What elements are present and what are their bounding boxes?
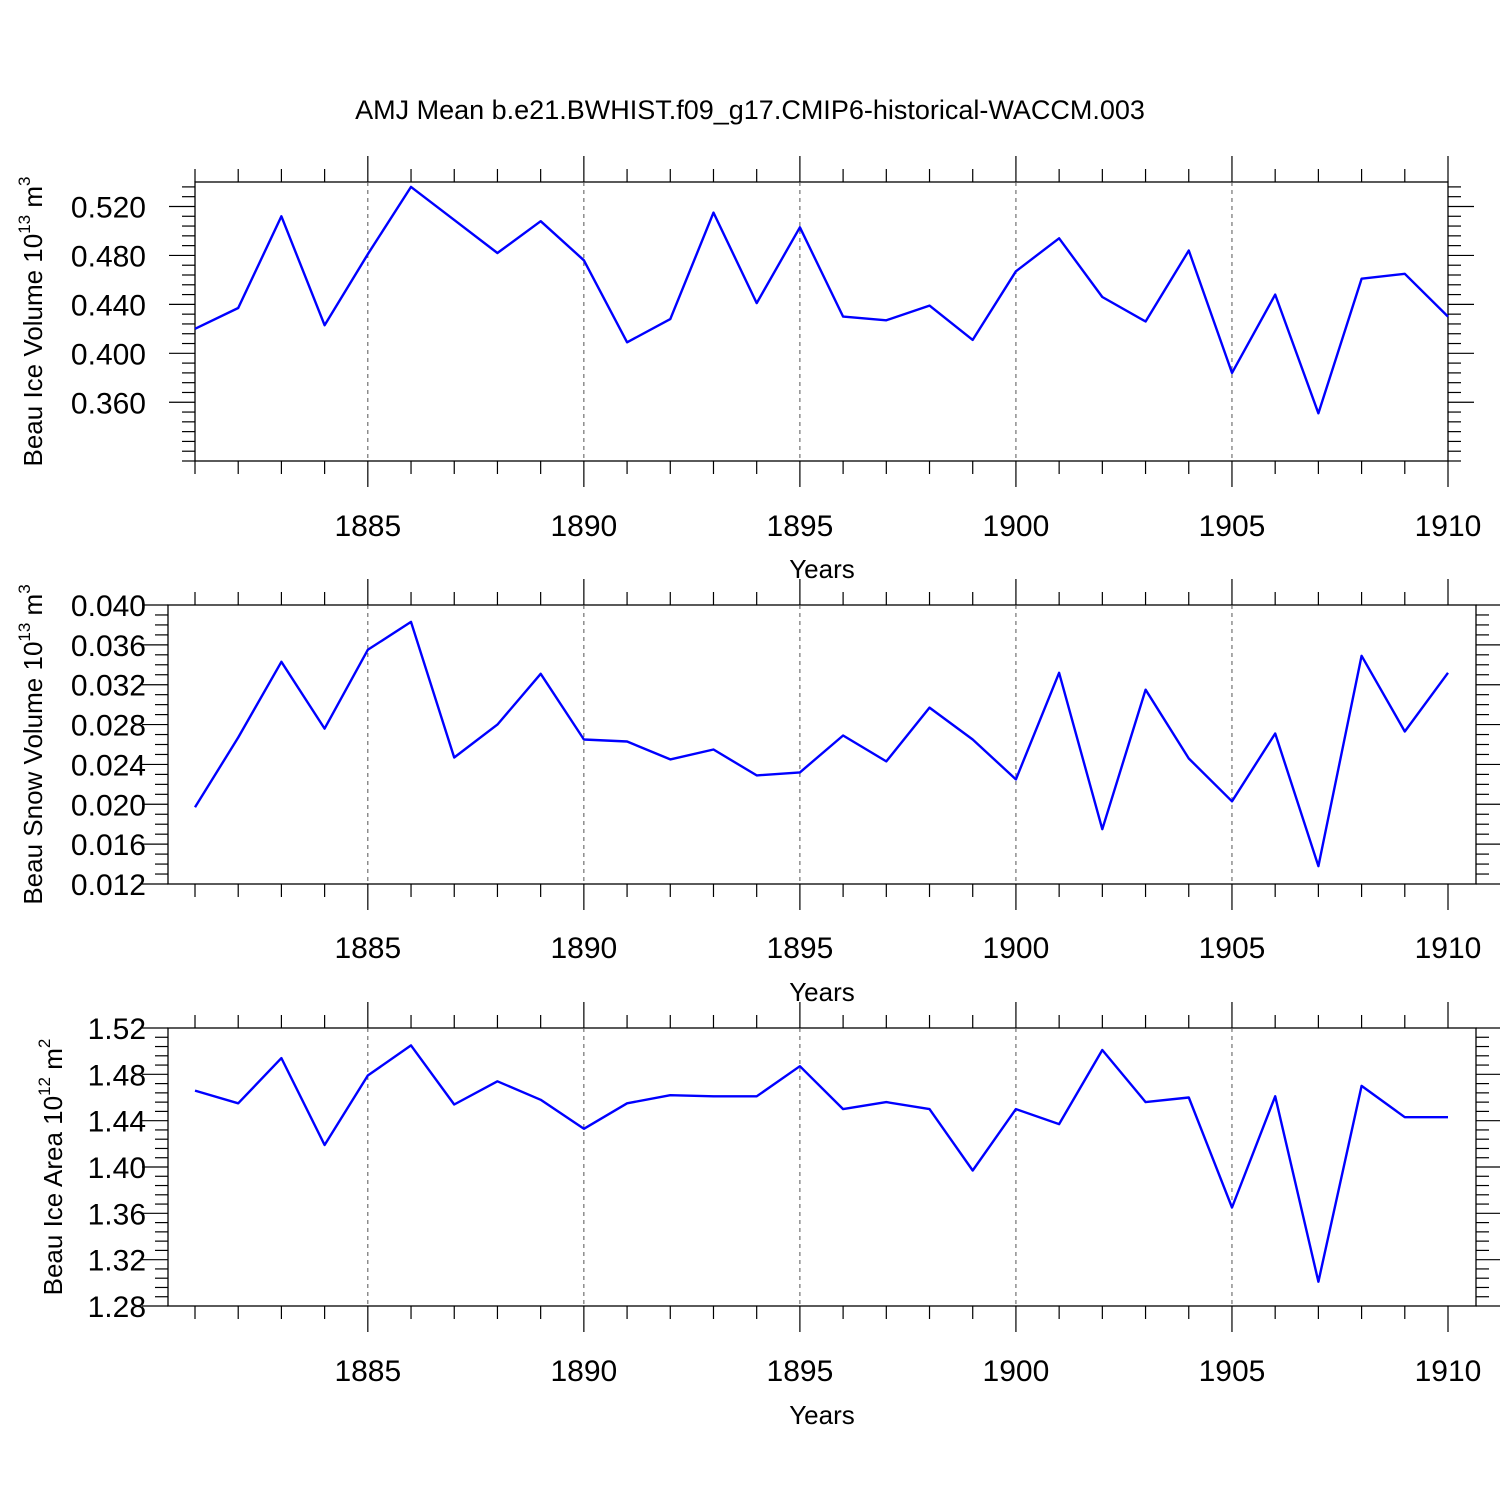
panel-2: 1885 1890 1895 1900 1905 1910 Years 0.012 0.016 0… xyxy=(15,579,1500,1007)
y-tick-label: 1.28 xyxy=(88,1291,146,1324)
x-tick-label: 1890 xyxy=(550,510,617,543)
x-tick-label: 1890 xyxy=(550,1355,617,1388)
panel-1: 1885 1890 1895 1900 1905 1910 Years 0.360 0.400 0… xyxy=(15,156,1481,584)
plot-frame xyxy=(194,181,1449,462)
y-tick-label: 0.020 xyxy=(71,789,146,822)
x-tick-label: 1910 xyxy=(1415,932,1482,965)
figure-title: AMJ Mean b.e21.BWHIST.f09_g17.CMIP6-hist… xyxy=(355,95,1145,125)
y-tick-label: 0.012 xyxy=(71,869,146,902)
y-axis-title: Beau Ice Volume 1013 m3 xyxy=(15,177,48,467)
panels: 1885 1890 1895 1900 1905 1910 Years 0.360 0.400 0… xyxy=(15,156,1500,1430)
y-axis-title: Beau Ice Area 1012 m2 xyxy=(35,1039,68,1296)
panel-3: 1885 1890 1895 1900 1905 1910 Years 1.28 1.32 1.3… xyxy=(35,1002,1500,1430)
x-tick-label: 1910 xyxy=(1415,510,1482,543)
y-axis-title: Beau Snow Volume 1013 m3 xyxy=(15,584,48,904)
y-tick-label: 0.400 xyxy=(71,338,146,371)
x-tick-label: 1905 xyxy=(1199,932,1266,965)
x-tick-label: 1885 xyxy=(334,510,401,543)
y-tick-label: 0.024 xyxy=(71,749,146,782)
y-tick-label: 0.016 xyxy=(71,829,146,862)
y-tick-label: 1.48 xyxy=(88,1059,146,1092)
y-tick-label: 1.40 xyxy=(88,1152,146,1185)
x-tick-label: 1900 xyxy=(983,932,1050,965)
x-tick-label: 1900 xyxy=(983,510,1050,543)
y-tick-label: 0.040 xyxy=(71,590,146,623)
y-tick-label: 1.44 xyxy=(88,1106,146,1139)
y-tick-label: 0.036 xyxy=(71,630,146,663)
x-tick-label: 1905 xyxy=(1199,510,1266,543)
y-tick-label: 0.520 xyxy=(71,191,146,224)
x-tick-label: 1895 xyxy=(767,510,834,543)
y-tick-label: 0.480 xyxy=(71,240,146,273)
x-tick-label: 1910 xyxy=(1415,1355,1482,1388)
x-axis-title: Years xyxy=(789,554,855,584)
x-tick-label: 1905 xyxy=(1199,1355,1266,1388)
y-tick-label: 0.032 xyxy=(71,670,146,703)
y-tick-label: 0.360 xyxy=(71,387,146,420)
x-axis-title: Years xyxy=(789,977,855,1007)
y-tick-label: 1.52 xyxy=(88,1013,146,1046)
x-tick-label: 1885 xyxy=(334,1355,401,1388)
x-tick-label: 1900 xyxy=(983,1355,1050,1388)
y-tick-label: 1.32 xyxy=(88,1245,146,1278)
x-tick-label: 1890 xyxy=(550,932,617,965)
series-line xyxy=(194,1044,1448,1283)
series-line xyxy=(194,185,1449,415)
plot-frame xyxy=(167,1027,1477,1307)
y-tick-label: 0.440 xyxy=(71,289,146,322)
x-tick-label: 1885 xyxy=(334,932,401,965)
series-line xyxy=(193,620,1449,868)
x-tick-label: 1895 xyxy=(767,932,834,965)
x-axis-title: Years xyxy=(789,1400,855,1430)
y-tick-label: 0.028 xyxy=(71,710,146,743)
x-tick-label: 1895 xyxy=(767,1355,834,1388)
y-tick-label: 1.36 xyxy=(88,1198,146,1231)
